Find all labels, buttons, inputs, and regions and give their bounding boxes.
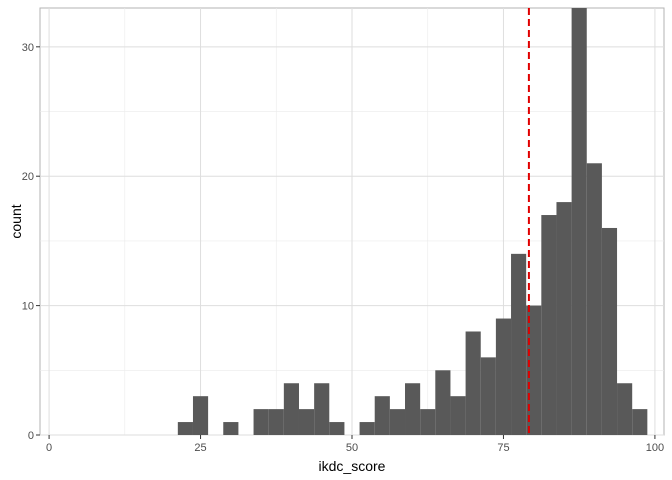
histogram-bar (571, 8, 587, 435)
histogram-bar (283, 383, 299, 435)
histogram-bar (541, 215, 557, 435)
histogram-bar (223, 422, 239, 435)
y-tick-label: 30 (22, 42, 34, 54)
histogram-bar (511, 253, 527, 435)
histogram-bar (192, 396, 209, 435)
histogram-bar (617, 383, 633, 435)
histogram-bar (177, 422, 193, 435)
y-axis-title: count (8, 204, 24, 238)
histogram-bar (465, 331, 481, 435)
x-tick-label: 25 (194, 442, 206, 454)
histogram-bar (556, 202, 572, 435)
y-tick-label: 0 (28, 430, 34, 442)
x-axis-title: ikdc_score (319, 458, 386, 474)
histogram-bar (314, 383, 330, 435)
x-tick-label: 50 (346, 442, 358, 454)
histogram-bar (450, 396, 466, 435)
histogram-bar (268, 409, 284, 435)
histogram-bar (374, 396, 390, 435)
histogram-bar (586, 163, 602, 436)
histogram-bar (298, 409, 315, 435)
histogram-bar (253, 409, 269, 435)
y-tick-label: 10 (22, 301, 34, 313)
x-tick-label: 0 (46, 442, 52, 454)
y-tick-label: 20 (22, 171, 34, 183)
histogram-bar (632, 409, 648, 435)
x-tick-label: 100 (646, 442, 664, 454)
histogram-bar (435, 370, 451, 435)
histogram-bar (329, 422, 345, 435)
histogram-bar (405, 383, 421, 435)
histogram-bar (420, 409, 436, 435)
x-tick-label: 75 (497, 442, 509, 454)
histogram-bar (359, 422, 375, 435)
histogram-bars (177, 8, 648, 436)
x-axis-ticks: 0 25 50 75 100 (46, 435, 664, 454)
histogram-bar (526, 305, 542, 435)
histogram-bar (601, 227, 618, 435)
histogram-bar (480, 357, 496, 435)
histogram-bar (495, 318, 512, 435)
histogram-bar (389, 409, 406, 435)
y-axis-ticks: 0 10 20 30 (22, 42, 40, 442)
